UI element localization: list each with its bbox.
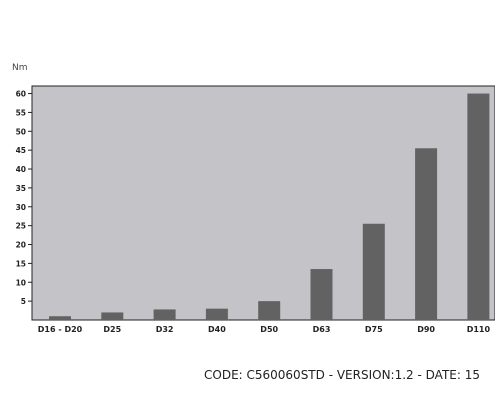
footer-code: CODE: C560060STD - VERSION:1.2 - DATE: 1…: [204, 368, 480, 382]
bar: [205, 308, 228, 320]
bar: [310, 269, 333, 320]
y-axis-unit-label: Nm: [12, 63, 28, 73]
bar: [415, 148, 438, 320]
x-category-label: D40: [208, 325, 226, 334]
bar: [362, 223, 385, 320]
x-category-label: D50: [260, 325, 278, 334]
x-category-label: D25: [103, 325, 121, 334]
bars-group: [49, 93, 490, 320]
y-axis: 5 10 15 20 25 30 35 40 45 50 55 60: [16, 90, 32, 306]
y-tick-label: 30: [16, 203, 26, 212]
x-category-label: D16 - D20: [38, 325, 83, 334]
x-category-label: D32: [156, 325, 174, 334]
y-tick-label: 50: [16, 127, 26, 136]
x-category-label: D110: [467, 325, 491, 334]
bar: [101, 312, 124, 320]
x-axis: D16 - D20 D25 D32 D40 D50 D63 D75 D90 D110: [38, 325, 491, 334]
y-tick-label: 40: [16, 165, 26, 174]
y-tick-label: 20: [16, 241, 26, 250]
x-category-label: D90: [417, 325, 435, 334]
y-tick-label: 10: [16, 278, 26, 287]
y-tick-label: 25: [16, 222, 26, 231]
y-tick-label: 35: [16, 184, 26, 193]
y-tick-label: 5: [21, 297, 26, 306]
bar: [467, 93, 490, 320]
x-category-label: D75: [365, 325, 383, 334]
y-tick-label: 45: [16, 146, 26, 155]
bar: [49, 316, 71, 320]
y-tick-label: 15: [16, 259, 26, 268]
y-tick-label: 60: [16, 90, 26, 99]
bar: [153, 309, 176, 320]
y-tick-label: 55: [16, 108, 26, 117]
bar: [258, 301, 281, 320]
x-category-label: D63: [313, 325, 331, 334]
